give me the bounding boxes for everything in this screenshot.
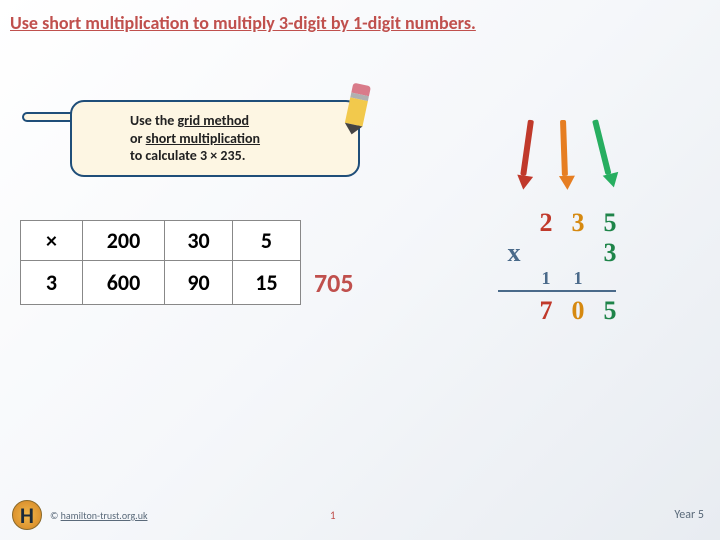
sm-top-o: 5: [596, 208, 624, 238]
year-label: Year 5: [674, 508, 704, 522]
pencil-icon: [343, 83, 371, 136]
short-multiplication: 2 3 5 x 3 1 1 7 0 5: [500, 208, 624, 322]
sm-ans-o: 5: [596, 296, 624, 326]
sm-carry-row: 1 1: [500, 268, 624, 290]
callout-text-3: to calculate 3 × 235.: [130, 147, 245, 164]
sm-carry-h: 1: [532, 268, 560, 289]
sm-ans-t: 0: [564, 296, 592, 326]
copyright: © hamilton-trust.org.uk: [50, 509, 148, 522]
sm-x-sign: x: [500, 238, 528, 268]
grid-val-600: 600: [83, 261, 165, 305]
grid-method-table: × 200 30 5 3 600 90 15 705: [20, 220, 367, 305]
callout-underline-2: short multiplication: [146, 130, 260, 147]
grid-header-blank: [301, 221, 367, 261]
hamilton-logo-icon: H: [12, 500, 42, 530]
footer: H © hamilton-trust.org.uk 1 Year 5: [0, 500, 720, 530]
callout-text-1a: Use the: [130, 112, 178, 129]
copyright-symbol: ©: [50, 509, 61, 522]
callout-underline-1: grid method: [178, 112, 249, 129]
arrow-orange-icon: [557, 120, 571, 190]
grid-total-cell: 705: [301, 261, 367, 305]
instruction-callout: Use the grid method or short multiplicat…: [70, 100, 360, 177]
sm-mult-row: x 3: [500, 238, 624, 268]
page-title: Use short multiplication to multiply 3-d…: [0, 0, 720, 46]
grid-total: 705: [314, 267, 354, 299]
arrow-green-icon: [589, 119, 618, 190]
sm-ans-h: 7: [532, 296, 560, 326]
callout-text-2a: or: [130, 130, 146, 147]
grid-header-30: 30: [165, 221, 233, 261]
grid-header-sym: ×: [21, 221, 83, 261]
grid-val-90: 90: [165, 261, 233, 305]
place-value-arrows: [505, 120, 635, 210]
copyright-link[interactable]: hamilton-trust.org.uk: [61, 509, 148, 522]
grid-data-row: 3 600 90 15 705: [21, 261, 367, 305]
page-number: 1: [330, 509, 336, 522]
callout-tail: [22, 112, 74, 122]
sm-mult-o: 3: [596, 238, 624, 268]
arrow-red-icon: [515, 119, 537, 190]
grid-val-15: 15: [233, 261, 301, 305]
sm-carry-t: 1: [564, 268, 592, 289]
grid-multiplier: 3: [21, 261, 83, 305]
grid-header-row: × 200 30 5: [21, 221, 367, 261]
sm-top-h: 2: [532, 208, 560, 238]
grid-header-200: 200: [83, 221, 165, 261]
sm-top-t: 3: [564, 208, 592, 238]
sm-top-row: 2 3 5: [500, 208, 624, 238]
sm-answer-row: 7 0 5: [500, 292, 624, 322]
callout-body: Use the grid method or short multiplicat…: [70, 100, 360, 177]
grid-header-5: 5: [233, 221, 301, 261]
